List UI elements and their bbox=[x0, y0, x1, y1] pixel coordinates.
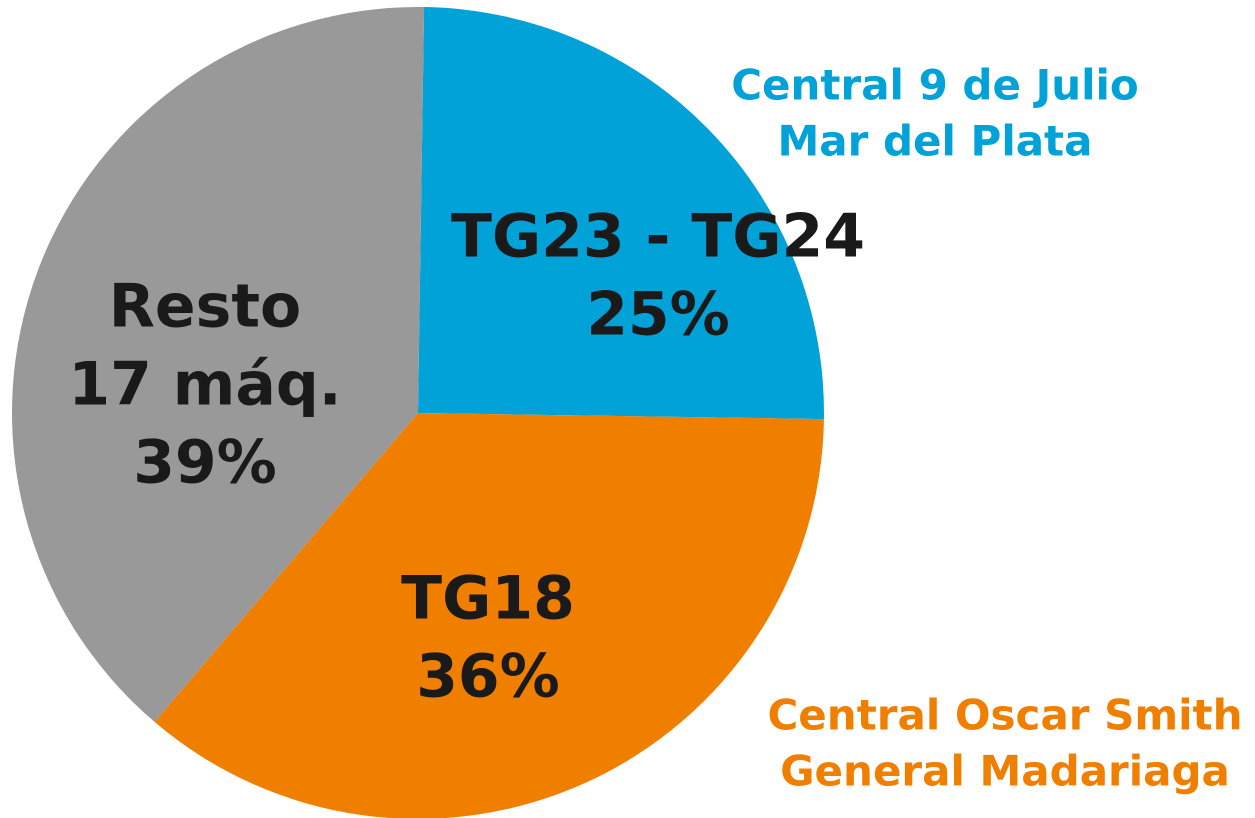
slice-value-label: 39% bbox=[133, 428, 277, 498]
slice-value-label: 25% bbox=[586, 280, 730, 350]
slice-label: 17 máq. bbox=[68, 350, 341, 420]
pie-slice bbox=[11, 6, 425, 722]
slice-label: TG23 - TG24 bbox=[451, 202, 865, 272]
annotation: General Madariaga bbox=[780, 747, 1230, 796]
annotation: Mar del Plata bbox=[778, 117, 1093, 166]
pie-slice bbox=[154, 413, 824, 818]
pie-slice bbox=[418, 7, 824, 420]
slice-label: TG18 bbox=[401, 564, 575, 634]
annotation: Central 9 de Julio bbox=[731, 61, 1139, 110]
annotation: Central Oscar Smith bbox=[767, 691, 1242, 740]
slice-value-label: 36% bbox=[416, 642, 560, 712]
slice-label: Resto bbox=[109, 272, 302, 342]
